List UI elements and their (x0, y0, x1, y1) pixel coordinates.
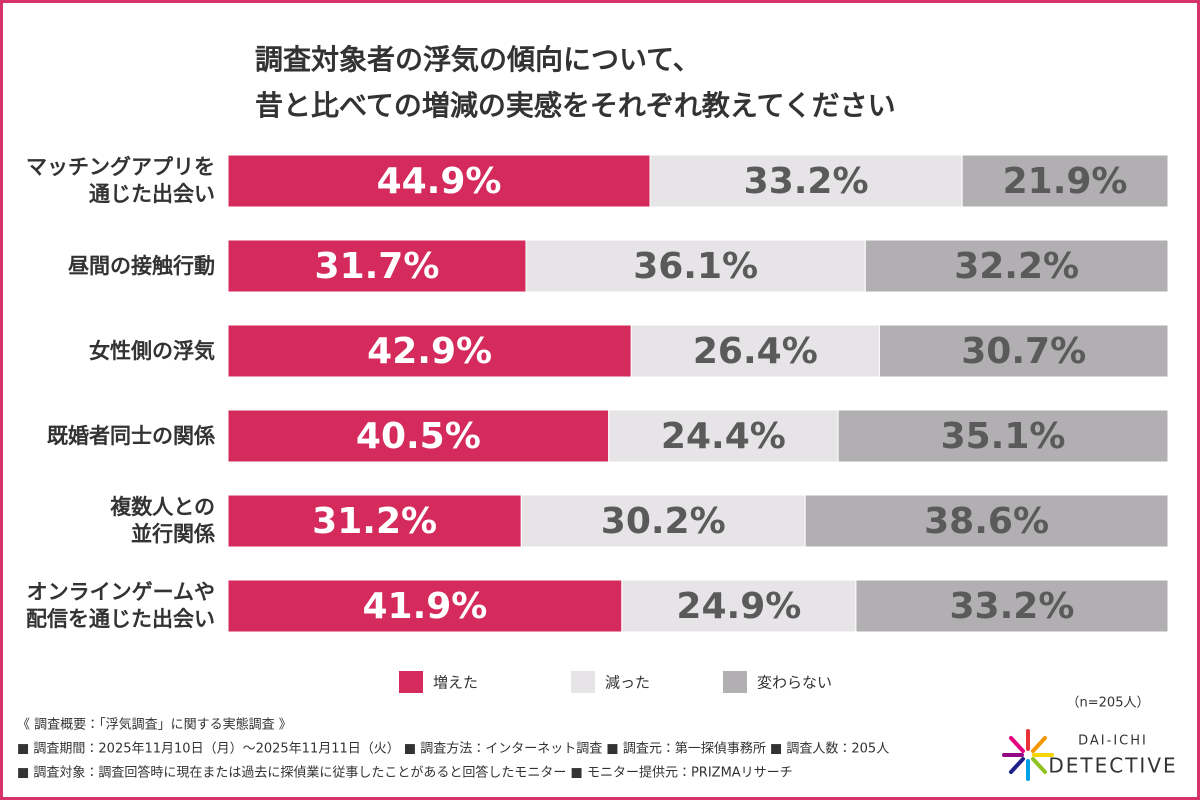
bar-segment (227, 409, 610, 463)
bar-segment (804, 494, 1169, 548)
category-label: マッチングアプリを 通じた出会い (26, 155, 215, 206)
category-label: 女性側の浮気 (89, 338, 215, 363)
logo-text: DAI-ICHI (1078, 734, 1148, 749)
bar-segment (864, 239, 1169, 293)
legend-label: 増えた (433, 674, 478, 692)
value-label: 26.4% (693, 331, 818, 372)
legend-swatch (399, 671, 423, 693)
bar-segment (525, 239, 866, 293)
value-label: 31.2% (312, 501, 437, 542)
value-label: 42.9% (367, 331, 492, 372)
value-label: 38.6% (924, 501, 1049, 542)
value-label: 30.2% (601, 501, 726, 542)
value-label: 31.7% (315, 246, 440, 287)
value-label: 21.9% (1003, 161, 1128, 202)
footer-line: ■ 調査期間：2025年11月10日（月）〜2025年11月11日（火） ■ 調… (17, 741, 889, 757)
legend-label: 減った (605, 674, 650, 692)
legend-label: 変わらない (757, 674, 832, 692)
value-label: 33.2% (950, 586, 1075, 627)
bar-segment (227, 154, 651, 208)
bar-segment (520, 494, 806, 548)
category-label: 昼間の接触行動 (68, 253, 215, 278)
logo-text: DETECTIVE (1048, 754, 1177, 778)
sample-note: （n=205人） (1067, 696, 1150, 711)
legend-swatch (723, 671, 747, 693)
bar-segment (649, 154, 963, 208)
chart: 調査対象者の浮気の傾向について、 昔と比べての増減の実感をそれぞれ教えてください… (17, 43, 1177, 781)
value-label: 32.2% (954, 246, 1079, 287)
value-label: 40.5% (356, 416, 481, 457)
bar-segment (227, 239, 527, 293)
bar-segment (837, 409, 1169, 463)
chart-title: 調査対象者の浮気の傾向について、 (255, 43, 701, 76)
logo-mark (1002, 729, 1054, 781)
bar-segment (878, 324, 1169, 378)
value-label: 44.9% (377, 161, 502, 202)
value-label: 33.2% (744, 161, 869, 202)
footer-line: ■ 調査対象：調査回答時に現在または過去に探偵業に従事したことがあると回答したモ… (17, 765, 793, 781)
category-label: オンラインゲームや 配信を通じた出会い (26, 580, 215, 631)
value-label: 24.4% (661, 416, 786, 457)
legend-swatch (571, 671, 595, 693)
value-label: 35.1% (941, 416, 1066, 457)
value-label: 36.1% (633, 246, 758, 287)
bar-segment (608, 409, 839, 463)
bar-segment (227, 579, 623, 633)
value-label: 24.9% (676, 586, 801, 627)
bar-segment (227, 494, 522, 548)
chart-title: 昔と比べての増減の実感をそれぞれ教えてください (255, 89, 896, 122)
category-label: 既婚者同士の関係 (47, 423, 215, 448)
bar-segment (855, 579, 1169, 633)
value-label: 41.9% (362, 586, 487, 627)
footer-line: 《 調査概要：「浮気調査」に関する実態調査 》 (17, 717, 292, 733)
category-label: 複数人との 並行関係 (110, 495, 215, 546)
bar-segment (961, 154, 1169, 208)
value-label: 30.7% (961, 331, 1086, 372)
